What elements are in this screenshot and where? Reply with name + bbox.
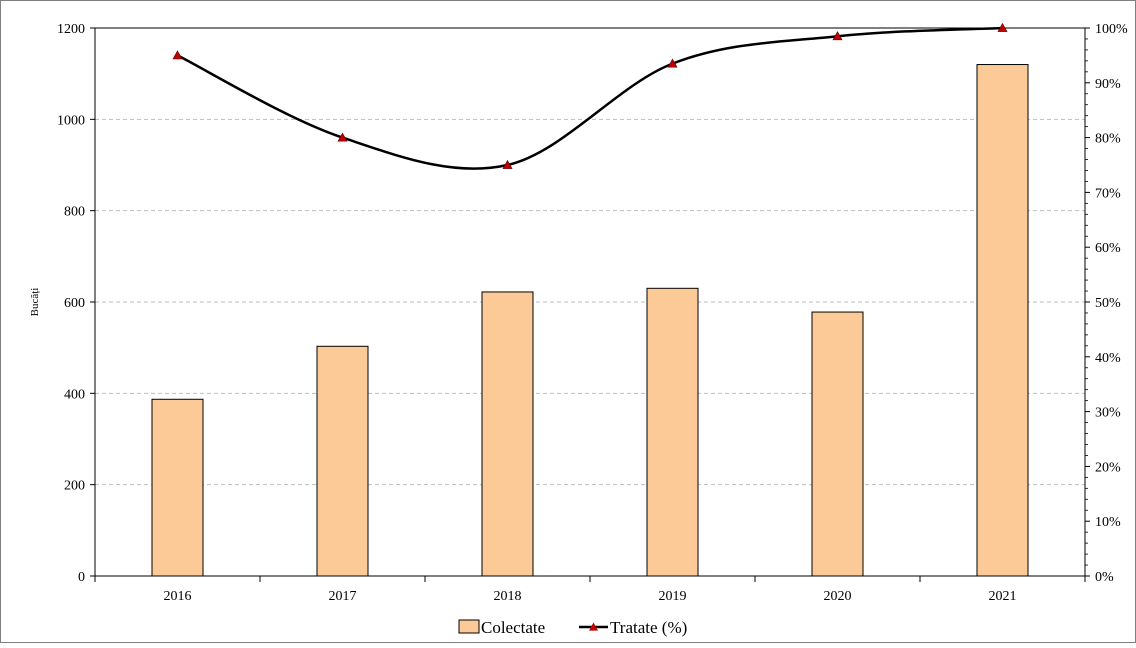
legend: Colectate Tratate (%)	[458, 618, 687, 637]
bar-colectate-2019	[646, 287, 699, 577]
y2-tick-label: 60%	[1095, 241, 1121, 256]
y2-tick-label: 70%	[1095, 186, 1121, 201]
marker-tratate-2018	[502, 159, 513, 169]
bar-colectate-2017	[316, 345, 369, 577]
line-series-tratate	[172, 22, 1008, 170]
y-tick-label: 200	[64, 479, 85, 494]
y2-tick-label: 10%	[1095, 515, 1121, 530]
line-tratate	[176, 26, 1003, 170]
marker-tratate-2020	[832, 31, 843, 41]
y2-tick-label: 0%	[1095, 570, 1114, 585]
marker-tratate-2017	[337, 132, 348, 142]
x-tick-label: 2016	[164, 589, 192, 604]
y-tick-label: 1200	[57, 22, 85, 37]
y2-tick-label: 40%	[1095, 351, 1121, 366]
axes: 0 200 400 600 800 1000 1200 0% 10% 20% 30% 40% 50% 60…	[57, 22, 1128, 604]
y2-tick-label: 30%	[1095, 406, 1121, 421]
y-tick-label: 600	[64, 296, 85, 311]
y2-tick-label: 100%	[1095, 22, 1128, 37]
x-tick-label: 2019	[659, 589, 687, 604]
bar-series-colectate	[151, 64, 1029, 577]
y-tick-label: 400	[64, 387, 85, 402]
y-tick-label: 800	[64, 205, 85, 220]
y2-tick-label: 90%	[1095, 77, 1121, 92]
y2-tick-label: 50%	[1095, 296, 1121, 311]
y2-tick-label: 80%	[1095, 132, 1121, 147]
y-tick-label: 1000	[57, 113, 85, 128]
y2-tick-label: 20%	[1095, 460, 1121, 475]
legend-marker-tratate	[589, 622, 598, 631]
marker-tratate-2021	[997, 22, 1008, 32]
bar-colectate-2020	[811, 311, 864, 577]
marker-tratate-2016	[172, 50, 183, 60]
gridlines	[95, 118, 1085, 486]
marker-tratate-2019	[667, 58, 678, 68]
legend-label-colectate: Colectate	[481, 618, 545, 637]
x-tick-label: 2017	[329, 589, 357, 604]
x-tick-label: 2018	[494, 589, 522, 604]
y-tick-label: 0	[78, 570, 85, 585]
legend-label-tratate: Tratate (%)	[610, 618, 687, 637]
bar-colectate-2021	[976, 64, 1029, 577]
bar-colectate-2018	[481, 291, 534, 577]
x-tick-label: 2020	[824, 589, 852, 604]
legend-swatch-colectate	[458, 619, 480, 634]
bar-colectate-2016	[151, 398, 204, 577]
y-axis-label: Bucăți	[29, 288, 41, 317]
x-tick-label: 2021	[989, 589, 1017, 604]
